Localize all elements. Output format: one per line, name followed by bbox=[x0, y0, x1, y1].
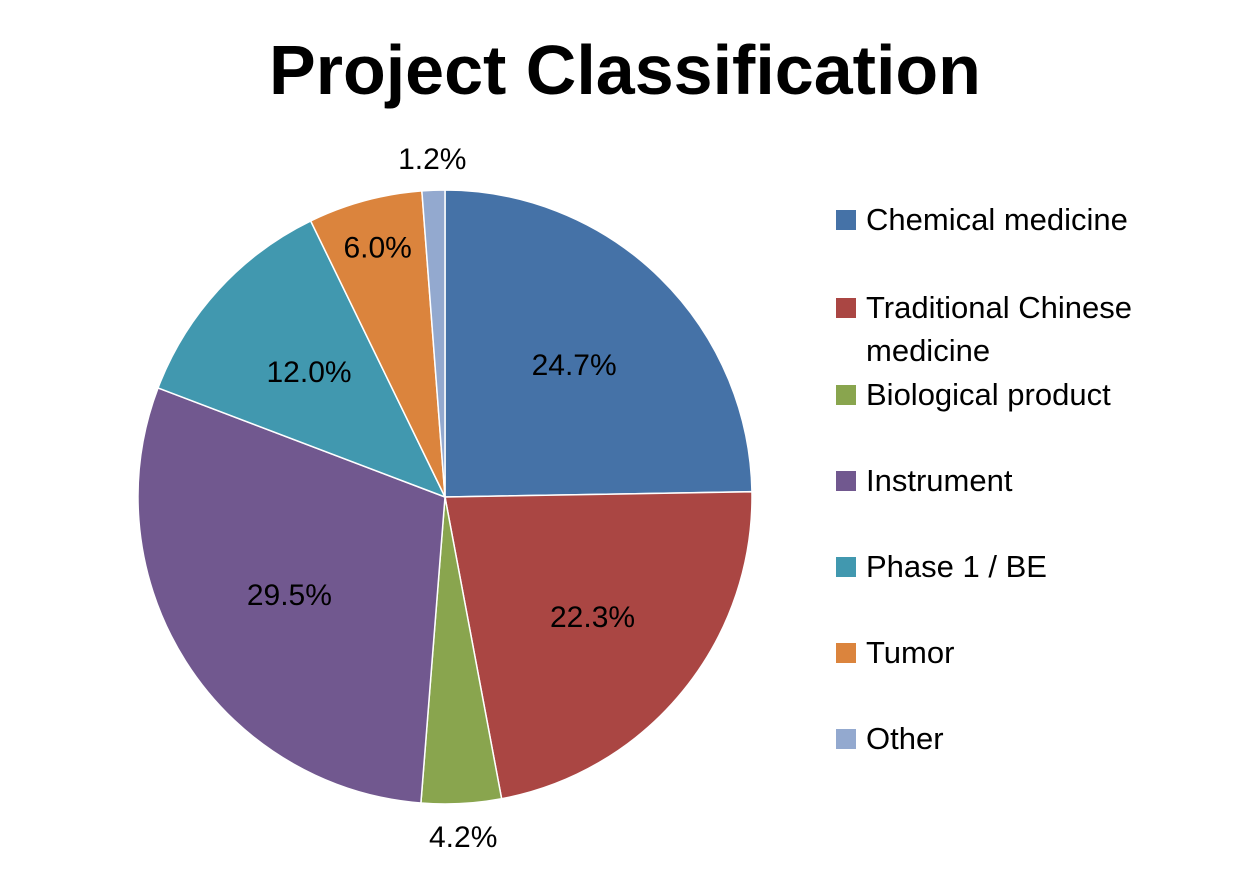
legend-swatch bbox=[836, 210, 856, 230]
legend-label: Biological product bbox=[866, 377, 1111, 412]
data-label-tumor: 6.0% bbox=[343, 232, 411, 265]
legend-label: Traditional Chinese medicine bbox=[866, 290, 1132, 368]
legend-label: Chemical medicine bbox=[866, 202, 1128, 237]
legend-swatch bbox=[836, 298, 856, 318]
legend-swatch bbox=[836, 385, 856, 405]
data-label-traditional-chinese-medicine: 22.3% bbox=[550, 601, 635, 634]
legend-swatch bbox=[836, 729, 856, 749]
chart-title: Project Classification bbox=[269, 31, 981, 109]
legend-item-tumor: Tumor bbox=[836, 631, 1186, 674]
legend-item-chemical-medicine: Chemical medicine bbox=[836, 198, 1186, 241]
pie-slice-instrument bbox=[137, 386, 446, 804]
data-label-instrument: 29.5% bbox=[247, 579, 332, 612]
pie-slice-other bbox=[421, 189, 446, 498]
data-label-biological-product: 4.2% bbox=[429, 821, 497, 854]
legend-item-traditional-chinese-medicine: Traditional Chinese medicine bbox=[836, 286, 1186, 372]
legend-swatch bbox=[836, 471, 856, 491]
legend-swatch bbox=[836, 643, 856, 663]
pie-slices bbox=[137, 189, 753, 805]
data-label-phase-1-be: 12.0% bbox=[267, 356, 352, 389]
legend-item-other: Other bbox=[836, 717, 1186, 760]
legend-label: Phase 1 / BE bbox=[866, 549, 1047, 584]
legend-label: Other bbox=[866, 721, 944, 756]
pie-slice-phase-1-be bbox=[157, 219, 447, 499]
legend-label: Tumor bbox=[866, 635, 955, 670]
legend-item-instrument: Instrument bbox=[836, 459, 1186, 502]
pie-slice-traditional-chinese-medicine bbox=[444, 490, 753, 800]
legend-swatch bbox=[836, 557, 856, 577]
legend-label: Instrument bbox=[866, 463, 1013, 498]
pie-slice-chemical-medicine bbox=[444, 189, 753, 498]
legend-item-biological-product: Biological product bbox=[836, 373, 1186, 416]
data-label-other: 1.2% bbox=[398, 143, 466, 176]
pie-data-labels: 24.7% 22.3% 4.2% 29.5% 12.0% 6.0% 1.2% bbox=[247, 143, 635, 854]
data-label-chemical-medicine: 24.7% bbox=[532, 349, 617, 382]
legend-item-phase-1-be: Phase 1 / BE bbox=[836, 545, 1186, 588]
